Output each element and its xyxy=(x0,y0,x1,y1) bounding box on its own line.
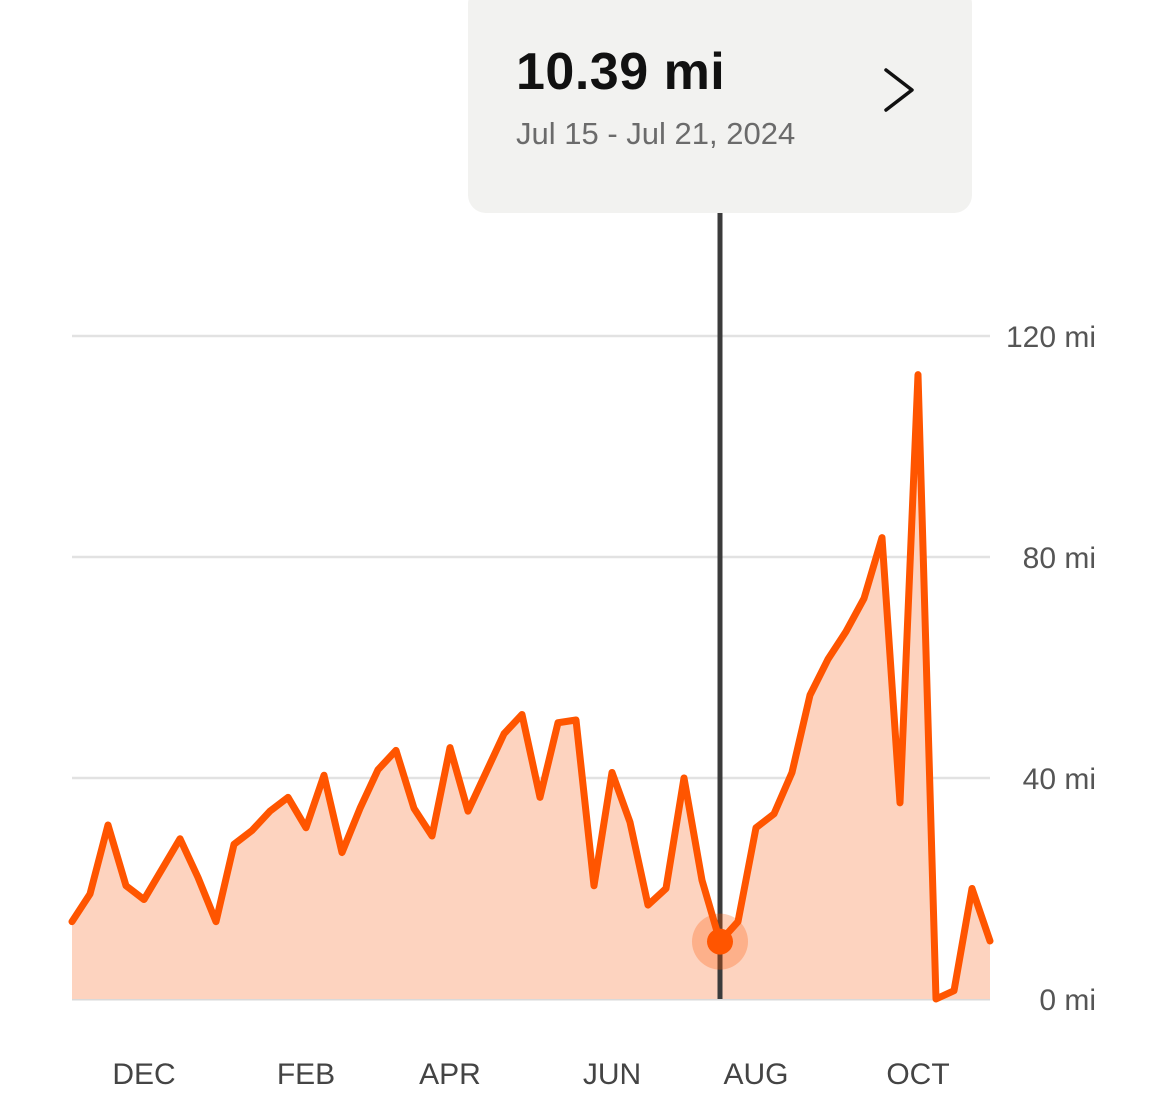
data-point xyxy=(897,800,903,806)
data-point xyxy=(699,877,705,883)
data-point xyxy=(933,996,939,1002)
data-point xyxy=(285,794,291,800)
data-point xyxy=(249,827,255,833)
data-point xyxy=(627,819,633,825)
data-point xyxy=(771,811,777,817)
data-point xyxy=(681,775,687,781)
data-point xyxy=(987,938,993,944)
data-point xyxy=(789,769,795,775)
data-point xyxy=(573,717,579,723)
distance-series-line[interactable] xyxy=(68,371,994,1003)
data-point xyxy=(339,850,345,856)
data-point xyxy=(195,874,201,880)
data-point xyxy=(951,988,957,994)
data-point xyxy=(465,808,471,814)
data-point xyxy=(321,772,327,778)
data-point xyxy=(825,656,831,662)
data-point xyxy=(915,372,921,378)
data-point xyxy=(231,841,237,847)
data-point xyxy=(609,769,615,775)
data-point xyxy=(429,833,435,839)
data-point xyxy=(267,808,273,814)
data-point xyxy=(87,891,93,897)
data-point xyxy=(447,745,453,751)
y-tick-label: 0 mi xyxy=(1039,984,1096,1017)
x-tick-label: FEB xyxy=(277,1058,335,1091)
distance-area-fill xyxy=(72,374,990,999)
data-point xyxy=(501,731,507,737)
data-point xyxy=(807,692,813,698)
x-tick-label: APR xyxy=(419,1058,481,1091)
data-point xyxy=(591,883,597,889)
data-point xyxy=(105,822,111,828)
x-tick-label: AUG xyxy=(723,1058,788,1091)
selected-point-marker[interactable] xyxy=(707,928,733,955)
data-point xyxy=(141,897,147,903)
data-point xyxy=(69,919,75,925)
data-point xyxy=(663,886,669,892)
x-tick-label: OCT xyxy=(886,1058,949,1091)
data-point xyxy=(879,535,885,541)
data-point xyxy=(177,836,183,842)
data-point xyxy=(519,711,525,717)
y-tick-label: 80 mi xyxy=(1023,542,1096,575)
data-point xyxy=(861,595,867,601)
tooltip-distance-value: 10.39 mi xyxy=(516,43,726,101)
data-point xyxy=(555,720,561,726)
selection-tooltip-card[interactable]: 10.39 mi Jul 15 - Jul 21, 2024 xyxy=(468,0,972,213)
data-point xyxy=(357,805,363,811)
y-axis-ticks: 0 mi 40 mi 80 mi 120 mi xyxy=(1006,321,1096,1017)
data-point xyxy=(213,919,219,925)
data-point xyxy=(537,794,543,800)
data-point xyxy=(753,825,759,831)
chevron-right-icon[interactable] xyxy=(882,68,916,112)
y-tick-label: 40 mi xyxy=(1023,763,1096,796)
y-tick-label: 120 mi xyxy=(1006,321,1096,354)
x-tick-label: DEC xyxy=(112,1058,175,1091)
data-point xyxy=(375,767,381,773)
data-point xyxy=(411,805,417,811)
tooltip-date-range: Jul 15 - Jul 21, 2024 xyxy=(516,116,796,151)
data-point xyxy=(645,902,651,908)
data-point xyxy=(159,866,165,872)
data-point xyxy=(969,886,975,892)
data-point xyxy=(843,629,849,635)
x-axis-ticks: DEC FEB APR JUN AUG OCT xyxy=(112,1058,949,1091)
data-point xyxy=(123,883,129,889)
x-tick-label: JUN xyxy=(583,1058,641,1091)
data-point xyxy=(483,769,489,775)
data-point xyxy=(303,825,309,831)
data-point xyxy=(393,747,399,753)
